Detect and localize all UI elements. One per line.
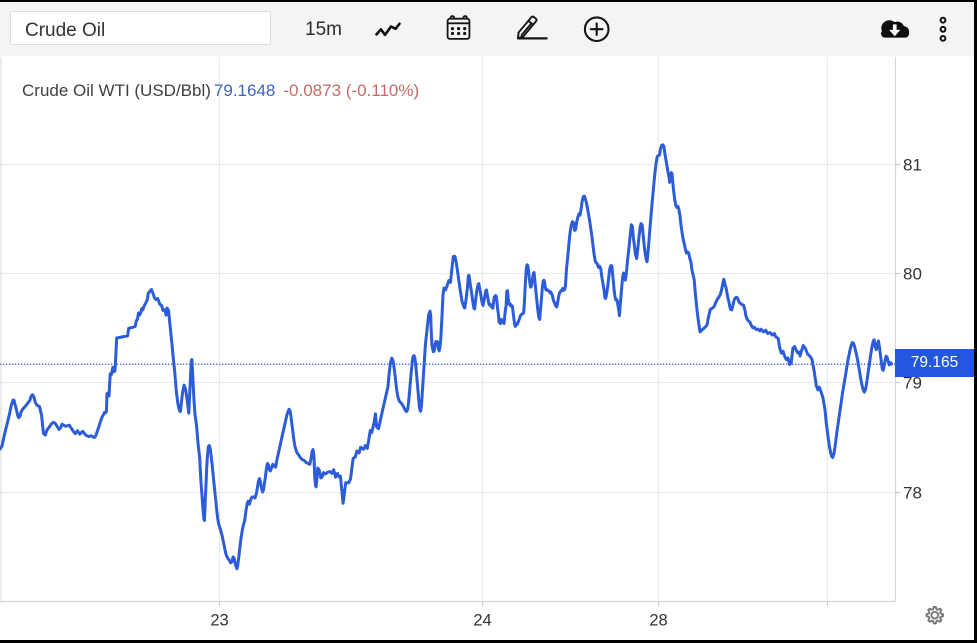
svg-text:24: 24 [473, 612, 491, 630]
svg-text:80: 80 [903, 264, 922, 283]
svg-text:23: 23 [210, 612, 228, 630]
svg-text:79: 79 [903, 373, 922, 392]
svg-text:81: 81 [903, 155, 922, 174]
svg-text:28: 28 [649, 612, 667, 630]
svg-text:78: 78 [903, 483, 922, 502]
